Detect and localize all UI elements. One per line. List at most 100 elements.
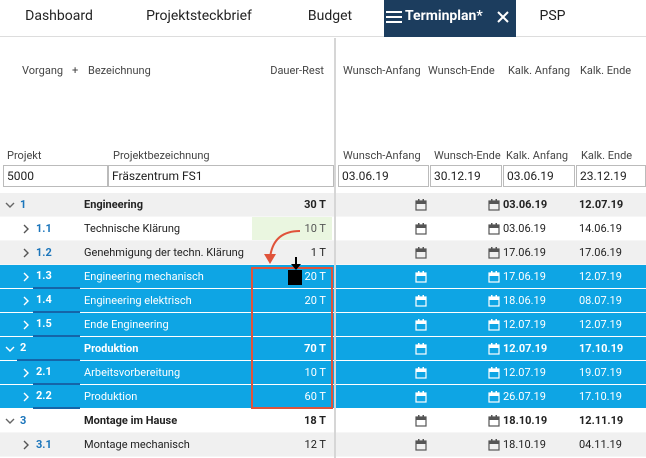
task-row[interactable]: 1.3 Engineering mechanisch 20 T 17.06.19 12.…	[0, 265, 646, 289]
calendar-icon[interactable]	[415, 295, 427, 307]
duration: 30 T	[304, 198, 326, 211]
calc-end: 17.06.19	[579, 246, 622, 259]
task-row[interactable]: 1.1 Technische Klärung 10 T 03.06.19 14.06.1…	[0, 217, 646, 241]
calendar-icon[interactable]	[488, 223, 500, 235]
calendar-icon[interactable]	[415, 271, 427, 283]
column-header: Wunsch-Anfang	[343, 64, 421, 77]
column-header: Wunsch-Ende	[428, 64, 495, 77]
task-row[interactable]: 1.2 Genehmigung der techn. Klärung 1 T 17.0…	[0, 241, 646, 265]
task-row[interactable]: 2.2 Produktion 60 T 26.07.19 17.10.19	[0, 385, 646, 409]
expand-chevron[interactable]	[21, 368, 31, 378]
calc-start: 12.07.19	[503, 318, 546, 331]
task-number: 1.5	[33, 313, 80, 337]
calendar-icon[interactable]	[415, 391, 427, 403]
calendar-icon[interactable]	[415, 319, 427, 331]
calc-end: 04.11.19	[579, 438, 622, 451]
calc-start: 18.06.19	[503, 294, 546, 307]
expand-chevron[interactable]	[5, 200, 15, 210]
duration: 10 T	[252, 217, 332, 240]
task-name: Montage im Hause	[84, 414, 178, 427]
calendar-icon[interactable]	[415, 415, 427, 427]
calc-start: 17.06.19	[503, 270, 546, 283]
task-name: Arbeitsvorbereitung	[84, 366, 181, 379]
calendar-icon[interactable]	[488, 319, 500, 331]
calc-start: 03.06.19	[503, 222, 546, 235]
calendar-icon[interactable]	[488, 367, 500, 379]
divider	[334, 38, 336, 458]
task-name: Engineering mechanisch	[84, 270, 204, 283]
calendar-icon[interactable]	[415, 343, 427, 355]
menu-icon[interactable]	[386, 10, 402, 24]
field-label: Kalk. Anfang	[506, 149, 569, 162]
task-row[interactable]: 1.4 Engineering elektrisch 20 T 18.06.19 08.…	[0, 289, 646, 313]
tab[interactable]: Projektsteckbrief	[146, 8, 252, 24]
calendar-icon[interactable]	[488, 391, 500, 403]
field-input[interactable]: 30.12.19	[430, 165, 502, 187]
calc-start: 12.07.19	[503, 342, 548, 355]
task-number: 2.2	[33, 385, 80, 409]
duration: 20 T	[304, 294, 326, 307]
field-input[interactable]: 03.06.19	[338, 165, 429, 187]
field-input[interactable]: 03.06.19	[503, 165, 575, 187]
tab[interactable]: PSP	[539, 8, 566, 24]
column-header: Dauer-Rest	[270, 64, 324, 77]
task-row[interactable]: 2.1 Arbeitsvorbereitung 10 T 12.07.19 19.07.…	[0, 361, 646, 385]
calc-start: 18.10.19	[503, 414, 548, 427]
calendar-icon[interactable]	[415, 367, 427, 379]
calendar-icon[interactable]	[488, 343, 500, 355]
field-label: Kalk. Ende	[581, 149, 633, 162]
expand-chevron[interactable]	[21, 248, 31, 258]
task-row[interactable]: 1.5 Ende Engineering 12.07.19 12.07.19	[0, 313, 646, 337]
tab[interactable]: Terminplan*	[405, 8, 483, 24]
expand-chevron[interactable]	[21, 272, 31, 282]
calendar-icon[interactable]	[488, 295, 500, 307]
active-tab-bg	[384, 0, 516, 37]
calc-end: 08.07.19	[579, 294, 622, 307]
task-number: 2.1	[33, 361, 80, 385]
expand-chevron[interactable]	[21, 440, 31, 450]
task-name: Technische Klärung	[84, 222, 181, 235]
calc-end: 12.07.19	[579, 198, 624, 211]
calendar-icon[interactable]	[488, 271, 500, 283]
expand-chevron[interactable]	[5, 416, 15, 426]
task-row[interactable]: 3.1 Montage mechanisch 12 T 18.10.19 04.11.1…	[0, 433, 646, 457]
expand-chevron[interactable]	[21, 392, 31, 402]
duration: 10 T	[304, 366, 326, 379]
task-number: 2	[17, 337, 80, 361]
expand-chevron[interactable]	[5, 344, 15, 354]
calendar-icon[interactable]	[415, 199, 427, 211]
task-number: 1.2	[36, 246, 52, 259]
calendar-icon[interactable]	[488, 415, 500, 427]
calc-end: 19.07.19	[579, 366, 622, 379]
field-input[interactable]: Fräszentrum FS1	[108, 165, 334, 187]
expand-chevron[interactable]	[21, 296, 31, 306]
task-row[interactable]: 2 Produktion 70 T 12.07.19 17.10.19	[0, 337, 646, 361]
tab[interactable]: Dashboard	[25, 8, 93, 24]
calendar-icon[interactable]	[488, 199, 500, 211]
calc-start: 18.10.19	[503, 438, 546, 451]
calendar-icon[interactable]	[415, 439, 427, 451]
field-input[interactable]: 5000	[3, 165, 108, 187]
calendar-icon[interactable]	[415, 223, 427, 235]
task-number: 1.1	[36, 222, 52, 235]
calendar-icon[interactable]	[415, 247, 427, 259]
field-label: Projekt	[7, 149, 42, 162]
column-header: Bezeichnung	[88, 64, 151, 77]
tab[interactable]: Budget	[307, 8, 353, 24]
expand-chevron[interactable]	[21, 224, 31, 234]
expand-chevron[interactable]	[21, 320, 31, 330]
field-input[interactable]: 23.12.19	[576, 165, 646, 187]
column-header: Vorgang	[22, 64, 64, 77]
task-name: Engineering	[84, 198, 143, 211]
task-number: 1.4	[33, 289, 80, 313]
calc-end: 14.06.19	[579, 222, 622, 235]
task-row[interactable]: 1 Engineering 30 T 03.06.19 12.07.19	[0, 193, 646, 217]
duration: 18 T	[304, 414, 326, 427]
task-name: Produktion	[84, 342, 139, 355]
task-number: 1.3	[33, 265, 80, 289]
column-header: Kalk. Ende	[580, 64, 632, 77]
task-row[interactable]: 3 Montage im Hause 18 T 18.10.19 12.11.19	[0, 409, 646, 433]
calendar-icon[interactable]	[488, 439, 500, 451]
close-icon[interactable]	[497, 11, 509, 23]
calendar-icon[interactable]	[488, 247, 500, 259]
